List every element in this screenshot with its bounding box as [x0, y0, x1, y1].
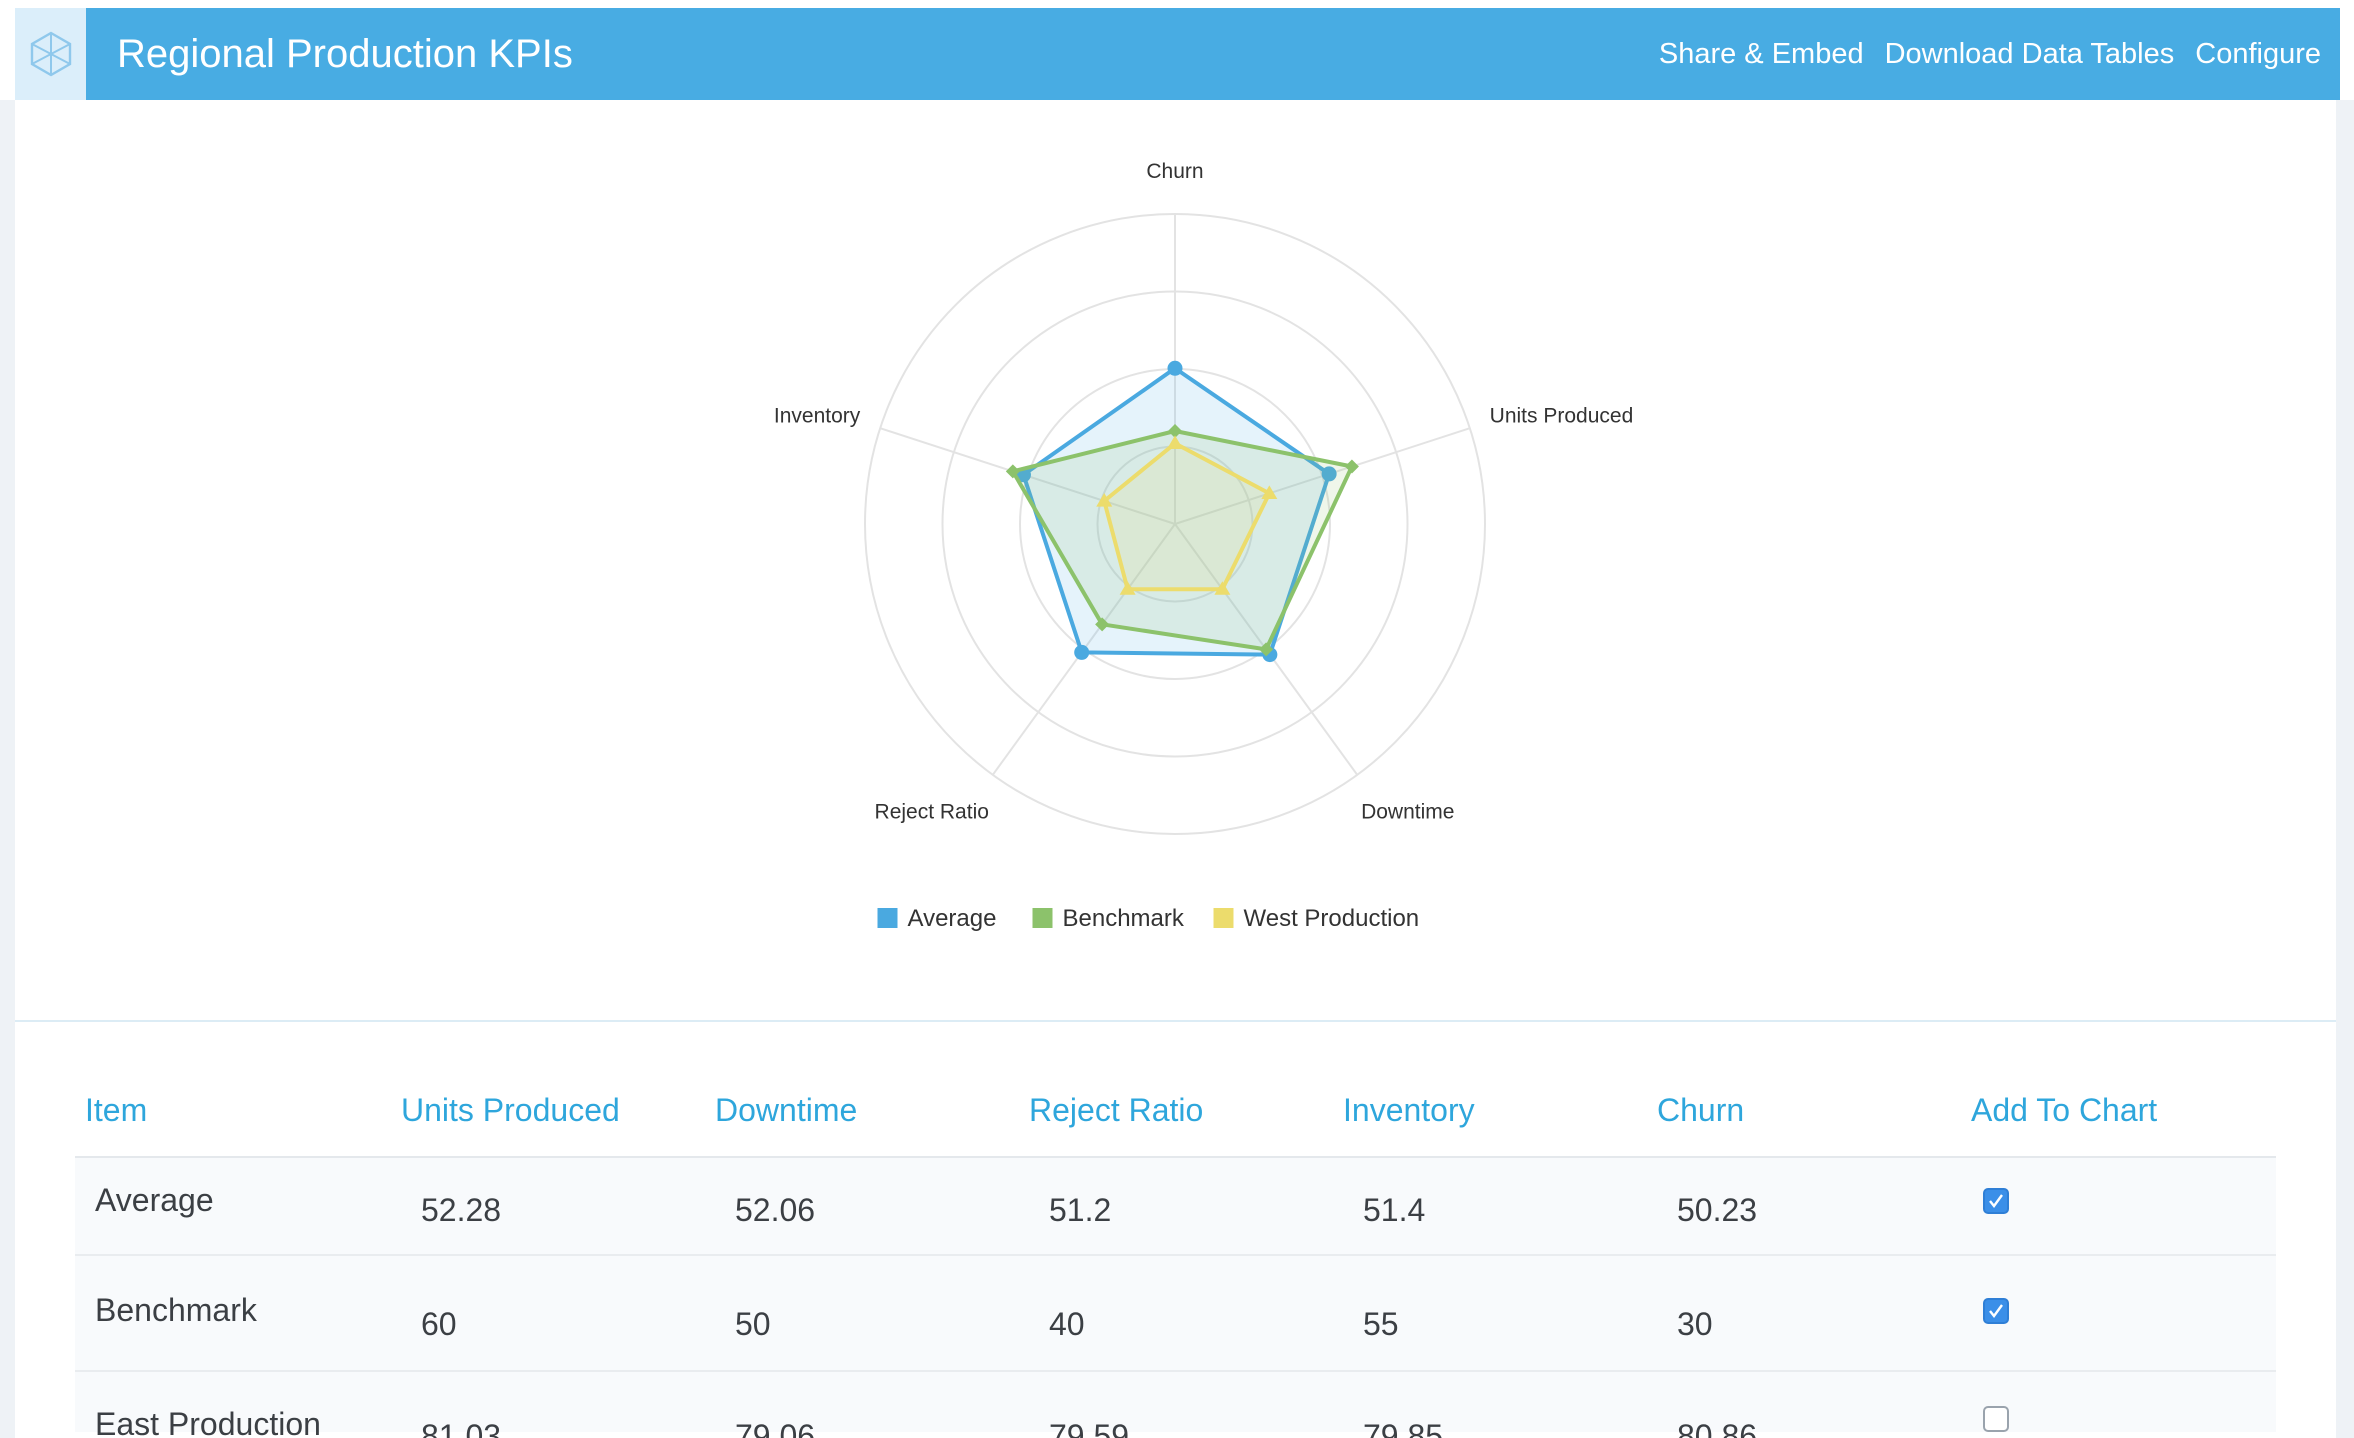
cell-reject-ratio: 40 [1049, 1306, 1085, 1342]
cell-churn: 50.23 [1677, 1192, 1758, 1228]
table-header: Item Units Produced Downtime Reject Rati… [75, 1062, 2276, 1158]
cell-units-produced: 52.28 [421, 1192, 502, 1228]
legend-swatch-benchmark [1032, 908, 1053, 928]
axis-label-units-produced: Units Produced [1490, 405, 1634, 428]
cell-units-produced: 81.03 [421, 1418, 502, 1438]
data-point [1167, 435, 1183, 449]
configure-link[interactable]: Configure [2195, 37, 2321, 70]
column-header-inventory[interactable]: Inventory [1343, 1092, 1475, 1128]
axis-label-reject-ratio: Reject Ratio [875, 800, 989, 823]
column-header-item[interactable]: Item [85, 1092, 148, 1128]
cell-inventory: 55 [1363, 1306, 1399, 1342]
cell-downtime: 52.06 [735, 1192, 816, 1228]
cell-reject-ratio: 79.59 [1049, 1418, 1130, 1438]
left-gutter [0, 100, 15, 1438]
header-actions: Share & Embed Download Data Tables Confi… [1638, 8, 2321, 100]
data-point [1119, 581, 1136, 595]
chart-legend: Average Benchmark West Production [877, 905, 1420, 932]
header-bar: Regional Production KPIs Share & Embed D… [15, 8, 2340, 100]
logo[interactable] [15, 8, 86, 100]
cube-logo-icon [30, 31, 71, 77]
column-header-churn[interactable]: Churn [1657, 1092, 1745, 1128]
add-to-chart-checkbox[interactable] [1983, 1298, 2009, 1324]
data-point [1074, 644, 1090, 660]
column-header-add-to-chart[interactable]: Add To Chart [1971, 1092, 2158, 1128]
data-point [1261, 485, 1278, 499]
page-title: Regional Production KPIs [117, 32, 573, 76]
share-embed-link[interactable]: Share & Embed [1658, 37, 1864, 70]
axis-label-inventory: Inventory [774, 405, 861, 428]
row-name: Benchmark [95, 1292, 257, 1328]
data-point [1259, 642, 1274, 657]
cell-reject-ratio: 51.2 [1049, 1192, 1112, 1228]
cell-inventory: 79.85 [1363, 1418, 1444, 1438]
checkmark-icon [1989, 1304, 2003, 1318]
table-row: Average 52.28 52.06 51.2 51.4 50.23 [75, 1158, 2276, 1256]
column-header-reject-ratio[interactable]: Reject Ratio [1029, 1092, 1204, 1128]
table-row: East Production 81.03 79.06 79.59 79.85 … [75, 1372, 2276, 1438]
radar-axis-labels: Units Produced Downtime Reject Ratio Invent… [774, 160, 1633, 823]
radar-chart: Units Produced Downtime Reject Ratio Invent… [774, 160, 1633, 932]
row-name: East Production [95, 1406, 321, 1438]
series-area-benchmark [1010, 429, 1354, 652]
cell-churn: 30 [1677, 1306, 1713, 1342]
data-point [1168, 424, 1182, 438]
data-point [1321, 466, 1337, 482]
data-point [1214, 581, 1231, 595]
chart-panel: Units Produced Downtime Reject Ratio Invent… [15, 100, 2336, 1020]
cell-units-produced: 60 [421, 1306, 457, 1342]
legend-swatch-average [877, 908, 898, 928]
cell-inventory: 51.4 [1363, 1192, 1426, 1228]
cell-churn: 80.86 [1677, 1418, 1758, 1438]
axis-label-churn: Churn [1146, 160, 1203, 183]
data-table: Item Units Produced Downtime Reject Rati… [75, 1062, 2276, 1438]
legend-label-average: Average [908, 905, 997, 932]
cell-downtime: 79.06 [735, 1418, 816, 1438]
column-header-downtime[interactable]: Downtime [715, 1092, 858, 1128]
data-point [1167, 360, 1183, 376]
add-to-chart-checkbox[interactable] [1983, 1188, 2009, 1214]
radar-series [1005, 360, 1359, 663]
right-gutter [2336, 100, 2354, 1438]
legend-label-benchmark: Benchmark [1063, 905, 1185, 932]
data-point [1005, 464, 1020, 479]
row-name: Average [95, 1182, 214, 1218]
legend-label-west-production: West Production [1244, 905, 1420, 932]
checkmark-icon [1989, 1194, 2003, 1208]
download-data-tables-link[interactable]: Download Data Tables [1884, 37, 2175, 70]
table-row: Benchmark 60 50 40 55 30 [75, 1256, 2276, 1372]
section-divider [15, 1020, 2336, 1022]
axis-label-downtime: Downtime [1361, 800, 1454, 823]
data-point [1095, 617, 1110, 632]
legend-swatch-west-production [1213, 908, 1234, 928]
data-point [1344, 459, 1359, 474]
column-header-units-produced[interactable]: Units Produced [401, 1092, 620, 1128]
add-to-chart-checkbox[interactable] [1983, 1406, 2009, 1432]
series-area-west-production [1102, 441, 1272, 592]
data-point [1096, 493, 1113, 507]
cell-downtime: 50 [735, 1306, 771, 1342]
